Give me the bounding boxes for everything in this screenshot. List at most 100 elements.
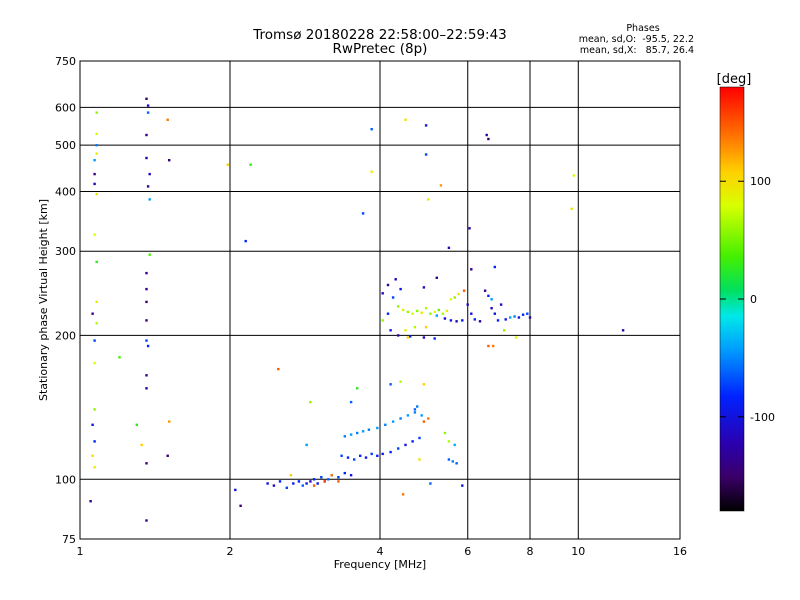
data-point xyxy=(424,326,428,329)
data-point xyxy=(272,484,276,487)
data-point xyxy=(470,312,473,315)
data-point xyxy=(370,452,373,456)
data-point xyxy=(309,400,312,404)
data-point xyxy=(437,308,440,312)
data-point xyxy=(411,440,414,443)
data-point xyxy=(168,420,171,423)
data-point xyxy=(145,133,148,137)
data-point xyxy=(376,426,379,430)
data-point xyxy=(455,462,458,465)
data-point xyxy=(145,387,148,390)
data-point xyxy=(370,128,373,131)
data-point xyxy=(337,476,340,479)
data-point xyxy=(386,283,390,287)
data-point xyxy=(356,387,359,390)
x-tick-label: 1 xyxy=(77,545,84,558)
data-point xyxy=(418,436,421,440)
data-point xyxy=(499,303,503,306)
stats-line-o: mean, sd,O: -95.5, 22.2 xyxy=(579,34,694,45)
data-point xyxy=(422,336,426,339)
data-point xyxy=(409,335,412,338)
data-point xyxy=(570,207,573,210)
data-point xyxy=(381,292,384,295)
y-tick-label: 600 xyxy=(55,101,76,114)
chart-title: Tromsø 20180228 22:58:00–22:59:43 xyxy=(252,27,507,43)
data-point xyxy=(148,253,151,256)
data-point xyxy=(413,408,417,411)
data-point xyxy=(492,344,495,348)
data-point xyxy=(451,460,454,463)
data-point xyxy=(483,289,487,292)
data-point xyxy=(443,317,447,320)
data-point xyxy=(312,484,316,487)
stats-heading: Phases xyxy=(626,23,659,34)
data-point xyxy=(389,383,392,386)
data-point xyxy=(513,315,516,318)
data-point xyxy=(429,312,432,315)
data-point xyxy=(145,97,148,100)
data-point xyxy=(118,356,121,359)
x-tick-label: 16 xyxy=(673,545,687,558)
data-point xyxy=(135,423,138,426)
y-tick-label: 750 xyxy=(55,55,76,68)
x-tick-label: 6 xyxy=(464,545,471,558)
data-point xyxy=(401,308,405,312)
data-point xyxy=(490,298,493,301)
data-point xyxy=(356,431,359,435)
data-point xyxy=(424,153,428,156)
data-point xyxy=(370,170,373,173)
data-point xyxy=(433,337,436,340)
data-point xyxy=(439,184,443,187)
data-point xyxy=(145,319,148,322)
data-point xyxy=(146,111,150,114)
data-point xyxy=(316,482,319,485)
data-point xyxy=(447,440,451,443)
data-point xyxy=(416,309,419,313)
data-point xyxy=(93,182,96,186)
data-point xyxy=(146,185,150,188)
data-point xyxy=(521,313,525,316)
data-point xyxy=(447,246,451,249)
data-point xyxy=(95,111,98,114)
data-point xyxy=(95,322,98,325)
x-axis-label: Frequency [MHz] xyxy=(334,558,426,571)
y-tick-label: 300 xyxy=(55,245,76,258)
y-tick-label: 500 xyxy=(55,139,76,152)
data-point xyxy=(389,450,392,454)
data-point xyxy=(470,268,473,271)
x-tick-label: 8 xyxy=(527,545,534,558)
data-point xyxy=(376,454,379,457)
data-point xyxy=(327,478,330,481)
data-point xyxy=(323,480,326,483)
data-point xyxy=(461,484,464,487)
data-point xyxy=(435,276,438,279)
data-point xyxy=(391,296,395,299)
data-point xyxy=(312,478,316,481)
data-point xyxy=(289,474,293,477)
data-point xyxy=(424,124,428,127)
data-point xyxy=(517,316,521,319)
data-point xyxy=(413,326,417,329)
stats-line-x: mean, sd,X: 85.7, 26.4 xyxy=(580,45,694,56)
data-point xyxy=(95,300,98,304)
data-point xyxy=(91,423,94,426)
data-point xyxy=(285,486,288,489)
data-point xyxy=(493,265,496,269)
data-point xyxy=(340,454,343,457)
data-point xyxy=(418,458,421,461)
data-point xyxy=(422,286,426,289)
data-point xyxy=(406,414,410,417)
data-point xyxy=(457,292,460,296)
data-point xyxy=(93,233,96,236)
data-point xyxy=(445,309,449,313)
y-tick-label: 75 xyxy=(62,533,76,546)
data-point xyxy=(145,374,148,377)
data-point xyxy=(449,298,453,301)
data-point xyxy=(420,311,423,314)
data-point xyxy=(381,452,384,456)
data-point xyxy=(349,474,353,477)
data-point xyxy=(349,433,353,436)
data-point xyxy=(226,163,229,166)
data-point xyxy=(140,443,143,447)
data-point xyxy=(427,417,430,420)
